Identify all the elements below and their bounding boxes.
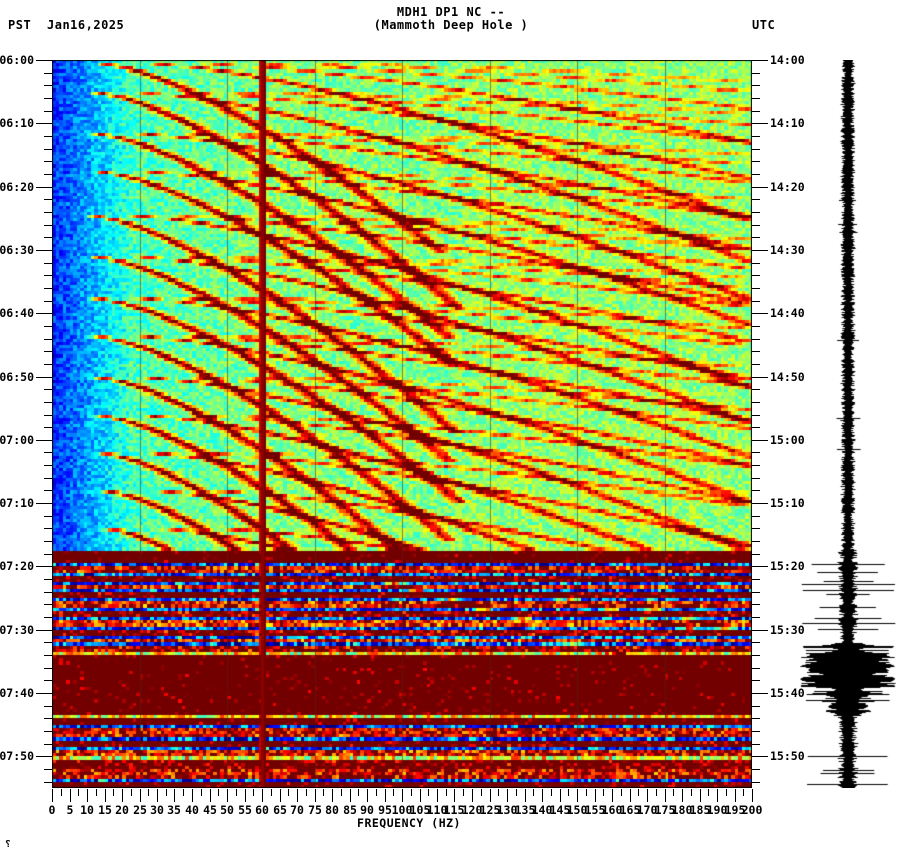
- frequency-axis-labels: 0 5 10 15 20 25 30 35 40 45 50 55 60 65 70 75 80 85 90 95 10…: [0, 803, 902, 819]
- time-label-pst: 07:40: [0, 686, 34, 700]
- frequency-label: 195: [724, 803, 746, 817]
- frequency-label: 0: [48, 803, 56, 817]
- frequency-label: 55: [238, 803, 252, 817]
- time-label-utc: 14:10: [770, 116, 805, 130]
- time-label-utc: 14:40: [770, 306, 805, 320]
- frequency-label: 185: [689, 803, 711, 817]
- time-label-utc: 15:20: [770, 559, 805, 573]
- time-label-utc: 15:00: [770, 433, 805, 447]
- frequency-label: 180: [671, 803, 693, 817]
- time-label-utc: 14:50: [770, 370, 805, 384]
- frequency-label: 20: [115, 803, 129, 817]
- frequency-label: 95: [378, 803, 392, 817]
- frequency-label: 155: [584, 803, 606, 817]
- frequency-label: 170: [636, 803, 658, 817]
- time-label-pst: 07:20: [0, 559, 34, 573]
- date-label: Jan16,2025: [47, 18, 125, 32]
- timezone-label-left: PST: [8, 18, 32, 32]
- frequency-axis-title-text: FREQUENCY (HZ): [357, 816, 461, 830]
- frequency-label: 140: [531, 803, 553, 817]
- frequency-label: 165: [619, 803, 641, 817]
- frequency-label: 70: [290, 803, 304, 817]
- frequency-label: 160: [601, 803, 623, 817]
- time-label-pst: 06:30: [0, 243, 34, 257]
- frequency-label: 125: [479, 803, 501, 817]
- frequency-label: 30: [150, 803, 164, 817]
- time-label-pst: 06:20: [0, 180, 34, 194]
- time-label-utc: 15:30: [770, 623, 805, 637]
- frequency-label: 130: [496, 803, 518, 817]
- frequency-label: 10: [80, 803, 94, 817]
- time-label-utc: 14:20: [770, 180, 805, 194]
- time-label-utc: 15:10: [770, 496, 805, 510]
- time-label-pst: 07:30: [0, 623, 34, 637]
- seismogram-canvas: [800, 60, 896, 788]
- frequency-label: 25: [133, 803, 147, 817]
- time-label-pst: 06:10: [0, 116, 34, 130]
- time-label-pst: 06:50: [0, 370, 34, 384]
- frequency-label: 115: [443, 803, 465, 817]
- time-label-utc: 14:30: [770, 243, 805, 257]
- time-axis-right-labels: 14:00 14:10 14:20 14:30 14:40 14:50 15:00 15:10…: [770, 53, 890, 789]
- frequency-label: 190: [706, 803, 728, 817]
- frequency-label: 35: [167, 803, 181, 817]
- seismogram-trace[interactable]: [800, 60, 896, 788]
- frequency-label: 200: [741, 803, 763, 817]
- frequency-label: 40: [185, 803, 199, 817]
- time-label-pst: 07:00: [0, 433, 34, 447]
- frequency-label: 120: [461, 803, 483, 817]
- time-label-pst: 07:10: [0, 496, 34, 510]
- frequency-label: 90: [360, 803, 374, 817]
- frequency-label: 50: [220, 803, 234, 817]
- time-axis-left-ticks: [36, 60, 52, 789]
- timezone-label-right: UTC: [752, 18, 776, 32]
- frequency-label: 105: [409, 803, 431, 817]
- frequency-label: 110: [426, 803, 448, 817]
- station-subtitle: (Mammoth Deep Hole ): [373, 18, 529, 32]
- frequency-label: 60: [255, 803, 269, 817]
- time-label-utc: 15:40: [770, 686, 805, 700]
- frequency-label: 85: [343, 803, 357, 817]
- frequency-axis-ticks: [52, 789, 753, 802]
- frequency-label: 45: [203, 803, 217, 817]
- time-label-pst: 06:40: [0, 306, 34, 320]
- corner-artifact-mark: ⸮: [5, 839, 12, 850]
- frequency-axis-title: FREQUENCY (HZ): [0, 816, 902, 830]
- frequency-label: 175: [654, 803, 676, 817]
- time-label-pst: 07:50: [0, 749, 34, 763]
- time-axis-right-ticks: [752, 60, 768, 789]
- time-axis-left-labels: 06:00 06:10 06:20 06:30 06:40 06:50 07:00 07:10…: [0, 53, 34, 789]
- frequency-label: 150: [566, 803, 588, 817]
- time-label-utc: 14:00: [770, 53, 805, 67]
- frequency-label: 5: [66, 803, 74, 817]
- frequency-label: 80: [325, 803, 339, 817]
- frequency-label: 65: [273, 803, 287, 817]
- frequency-label: 75: [308, 803, 322, 817]
- frequency-label: 100: [391, 803, 413, 817]
- time-label-pst: 06:00: [0, 53, 34, 67]
- spectrogram-plot[interactable]: [52, 60, 752, 788]
- spectrogram-canvas: [52, 60, 752, 788]
- frequency-label: 15: [98, 803, 112, 817]
- frequency-label: 145: [549, 803, 571, 817]
- station-title: MDH1 DP1 NC --: [396, 5, 506, 19]
- frequency-label: 135: [514, 803, 536, 817]
- time-label-utc: 15:50: [770, 749, 805, 763]
